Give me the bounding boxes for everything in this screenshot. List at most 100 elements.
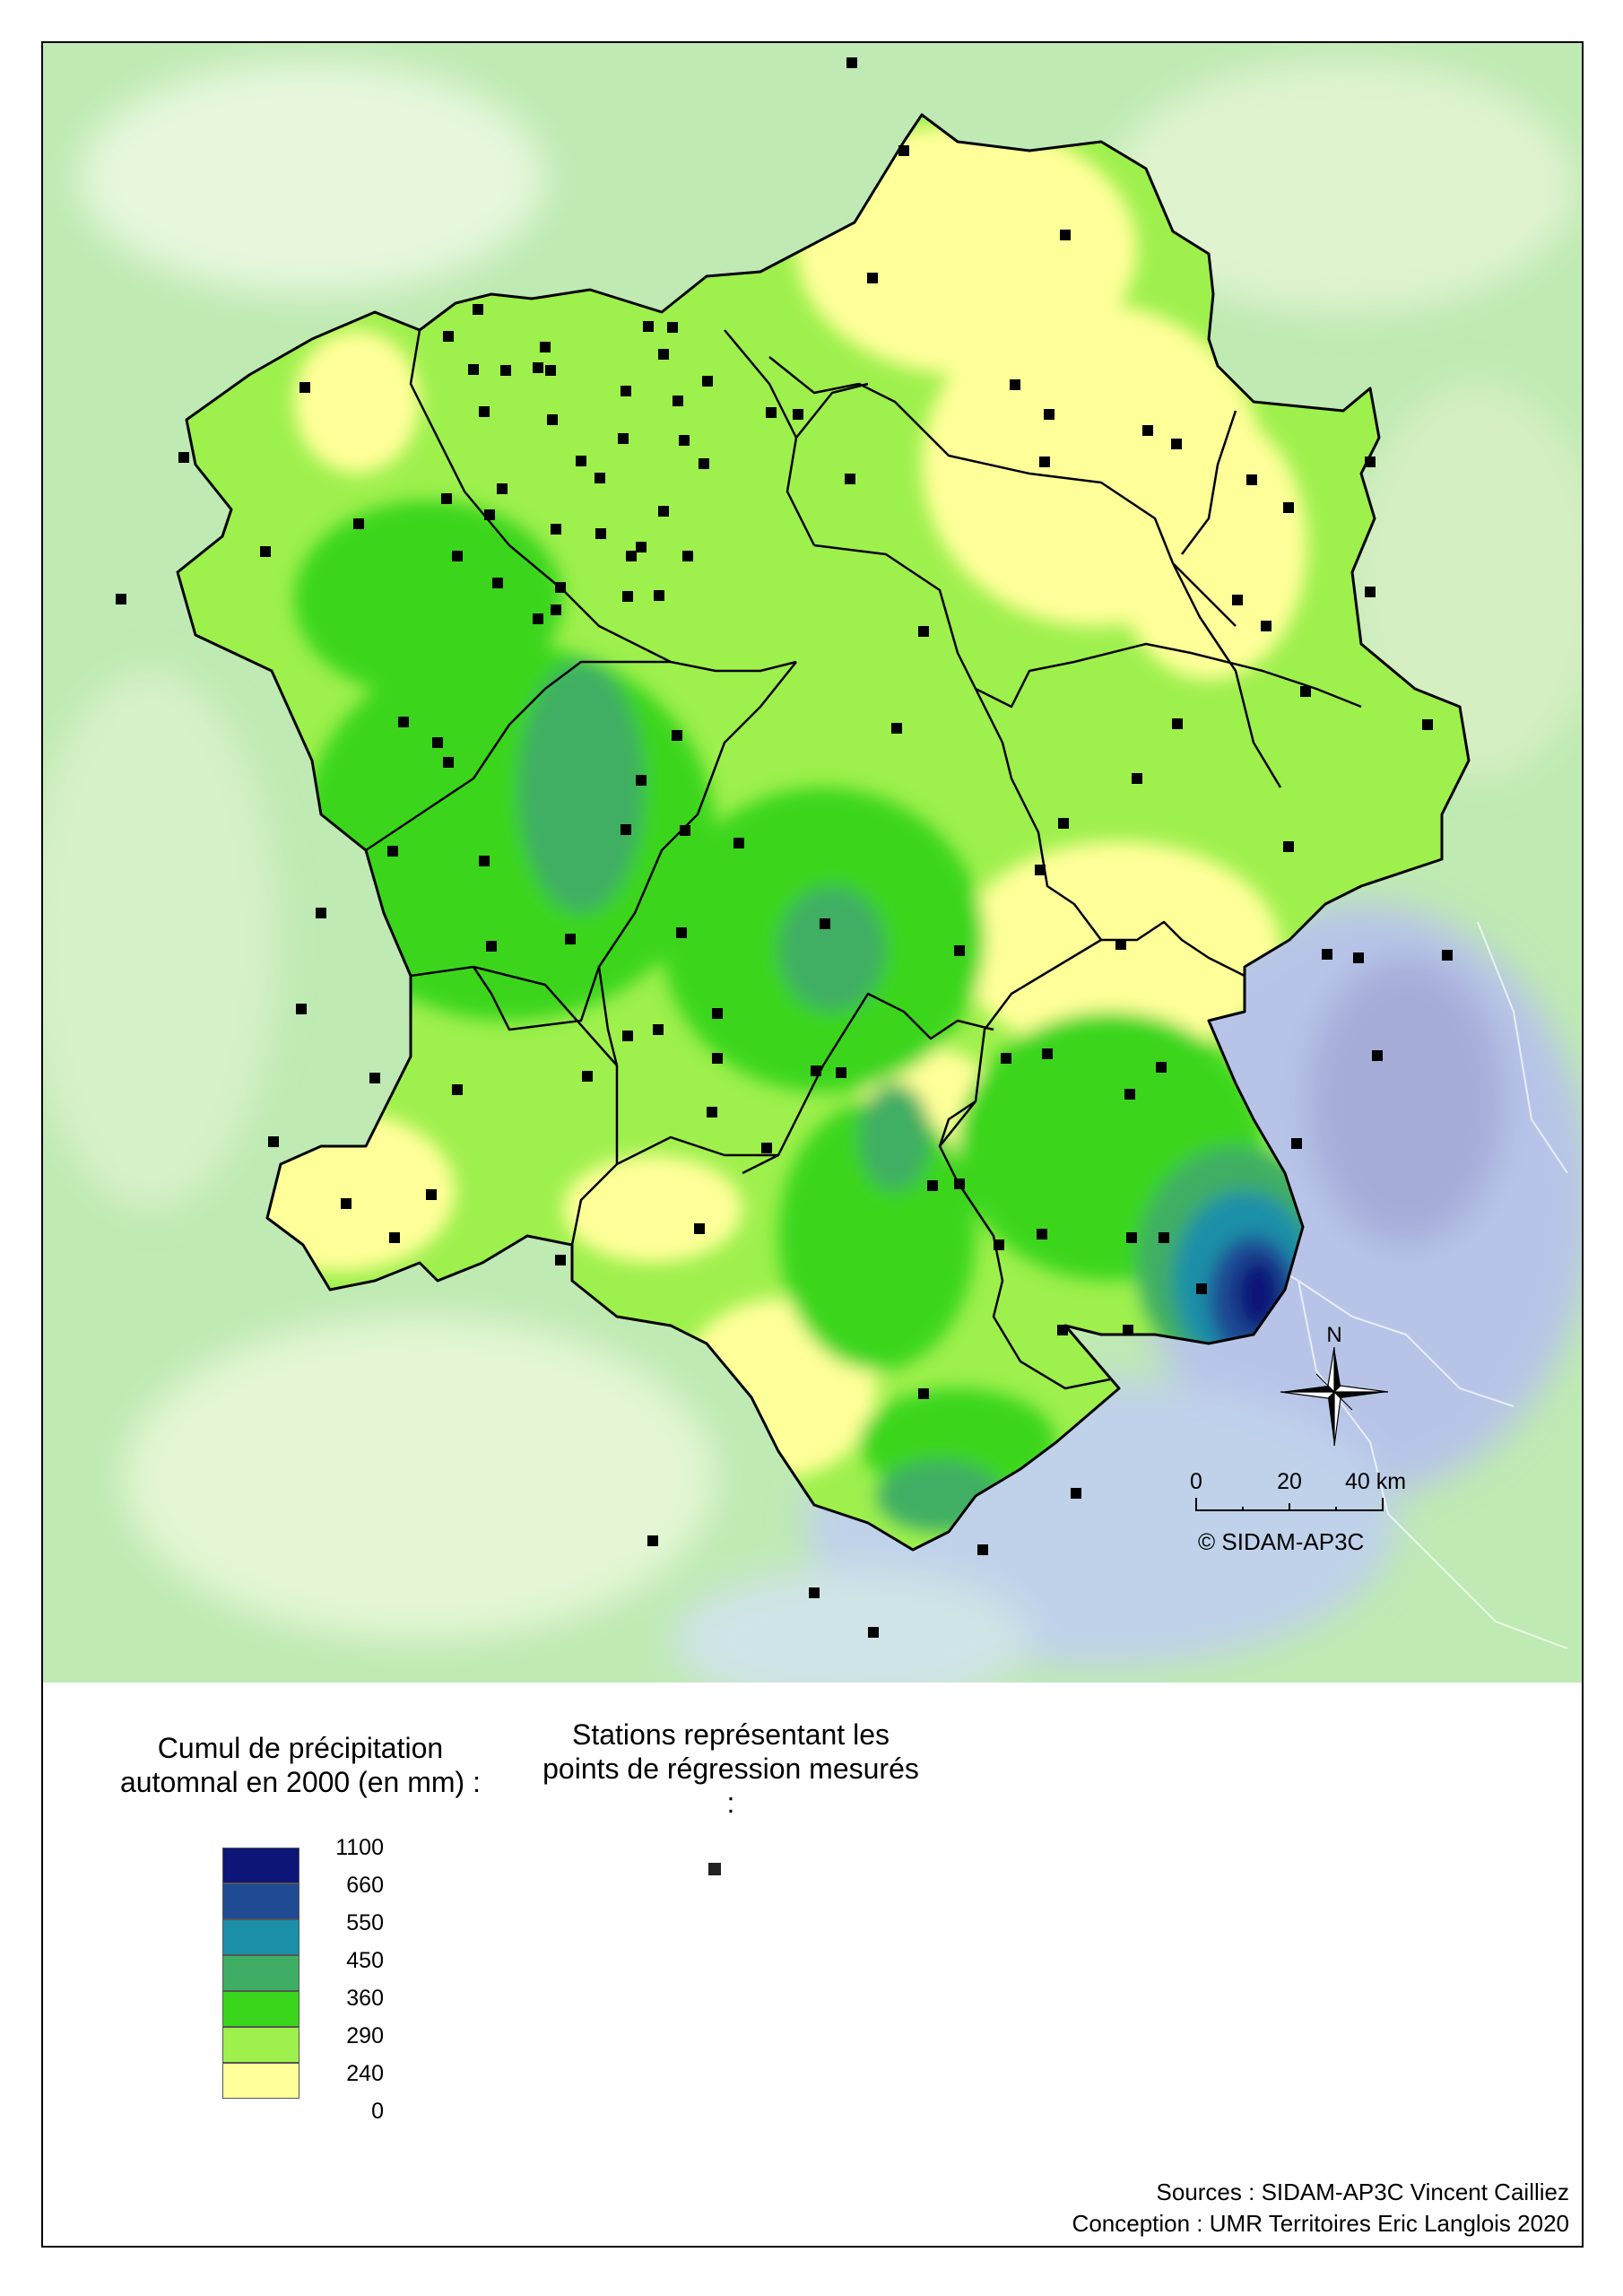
- north-label: N: [1326, 1323, 1341, 1347]
- legend-label-360: 360: [346, 1986, 384, 2011]
- station-marker: [260, 546, 271, 557]
- station-marker: [1058, 818, 1069, 829]
- station-marker: [484, 509, 495, 520]
- station-marker: [497, 483, 508, 494]
- station-marker: [618, 433, 629, 444]
- station-marker: [1283, 841, 1294, 852]
- scale-tick-40: 40 km: [1345, 1469, 1406, 1494]
- station-marker: [452, 1084, 463, 1095]
- legend-label-550: 550: [346, 1910, 384, 1935]
- station-marker: [468, 364, 479, 375]
- station-marker: [1353, 952, 1364, 963]
- station-marker: [846, 57, 857, 68]
- credits-conception: Conception : UMR Territoires Eric Langlo…: [1072, 2210, 1569, 2237]
- station-marker: [845, 474, 855, 484]
- station-marker: [555, 1255, 566, 1265]
- neighbor-borders: [1235, 921, 1568, 1649]
- legend-swatch-360: [222, 1991, 299, 2027]
- station-marker: [658, 506, 669, 517]
- station-marker: [733, 838, 744, 848]
- north-arrow: N: [1280, 1323, 1389, 1447]
- station-marker: [1156, 1062, 1167, 1073]
- legend-swatch-240: [222, 2063, 299, 2099]
- station-marker: [479, 856, 490, 866]
- station-marker: [712, 1053, 723, 1064]
- station-marker: [116, 594, 126, 604]
- credits-sources: Sources : SIDAM-AP3C Vincent Cailliez: [1156, 2179, 1569, 2205]
- station-marker: [1039, 457, 1050, 467]
- station-marker: [1442, 950, 1453, 961]
- station-marker: [811, 1065, 821, 1076]
- station-marker: [1142, 425, 1153, 436]
- legend-precip-title: Cumul de précipitation automnal en 2000 …: [120, 1732, 481, 1798]
- station-marker: [1042, 1048, 1053, 1059]
- station-marker: [1291, 1138, 1302, 1149]
- station-marker: [694, 1223, 705, 1234]
- station-marker: [547, 414, 558, 425]
- station-marker: [676, 927, 687, 938]
- station-marker: [707, 1107, 717, 1118]
- station-marker: [1365, 587, 1376, 597]
- station-marker: [492, 578, 503, 588]
- legend-label-1100: 1100: [335, 1835, 384, 1860]
- station-marker: [551, 604, 561, 615]
- station-marker: [680, 825, 690, 836]
- station-marker: [672, 730, 682, 741]
- station-marker: [1057, 1325, 1068, 1335]
- station-marker: [820, 918, 830, 929]
- station-marker: [867, 273, 878, 283]
- station-marker: [486, 941, 497, 952]
- station-marker: [626, 551, 637, 561]
- legend-label-290: 290: [346, 2023, 384, 2048]
- station-marker: [682, 551, 693, 561]
- station-marker: [927, 1180, 938, 1191]
- station-marker: [299, 382, 310, 393]
- station-marker: [533, 362, 543, 373]
- station-marker: [369, 1073, 380, 1083]
- precipitation-map: N 0 20 40 km © SIDAM-AP3C: [43, 43, 1582, 1683]
- station-marker: [268, 1136, 279, 1147]
- station-marker: [1372, 1050, 1383, 1061]
- legend-station-symbol: [708, 1863, 721, 1875]
- station-marker: [540, 342, 551, 352]
- station-marker: [1037, 1229, 1047, 1239]
- legend-swatch-450: [222, 1955, 299, 1991]
- station-marker: [654, 590, 664, 601]
- station-marker: [1159, 1232, 1169, 1243]
- station-marker: [1010, 379, 1020, 390]
- station-marker: [1044, 409, 1055, 420]
- station-marker: [891, 723, 902, 734]
- station-marker: [918, 626, 929, 637]
- station-marker: [316, 908, 326, 918]
- station-marker: [766, 407, 777, 418]
- station-marker: [500, 365, 511, 376]
- station-marker: [387, 846, 398, 857]
- legend-color-scale: [222, 1848, 299, 2099]
- station-marker: [667, 322, 678, 333]
- station-marker: [1001, 1053, 1011, 1064]
- station-marker: [647, 1535, 658, 1546]
- station-marker: [954, 1178, 965, 1189]
- station-marker: [1124, 1089, 1135, 1100]
- station-marker: [673, 396, 683, 406]
- station-marker: [621, 386, 631, 396]
- legend-label-450: 450: [346, 1948, 384, 1973]
- station-marker: [622, 591, 633, 602]
- station-marker: [555, 582, 566, 593]
- station-marker: [551, 524, 561, 535]
- station-marker: [977, 1544, 988, 1555]
- station-marker: [898, 145, 909, 156]
- station-marker: [1232, 595, 1243, 605]
- scale-bar: 0 20 40 km: [1190, 1469, 1406, 1511]
- station-marker: [621, 824, 631, 835]
- station-marker: [1300, 686, 1311, 697]
- legend-swatch-1100: [222, 1848, 299, 1883]
- legend-swatch-660: [222, 1883, 299, 1919]
- station-marker: [1365, 457, 1376, 467]
- station-marker: [398, 717, 409, 727]
- station-marker: [178, 452, 189, 463]
- station-marker: [679, 435, 690, 446]
- stations: [116, 57, 1453, 1638]
- station-marker: [1060, 230, 1071, 240]
- station-marker: [1126, 1232, 1137, 1243]
